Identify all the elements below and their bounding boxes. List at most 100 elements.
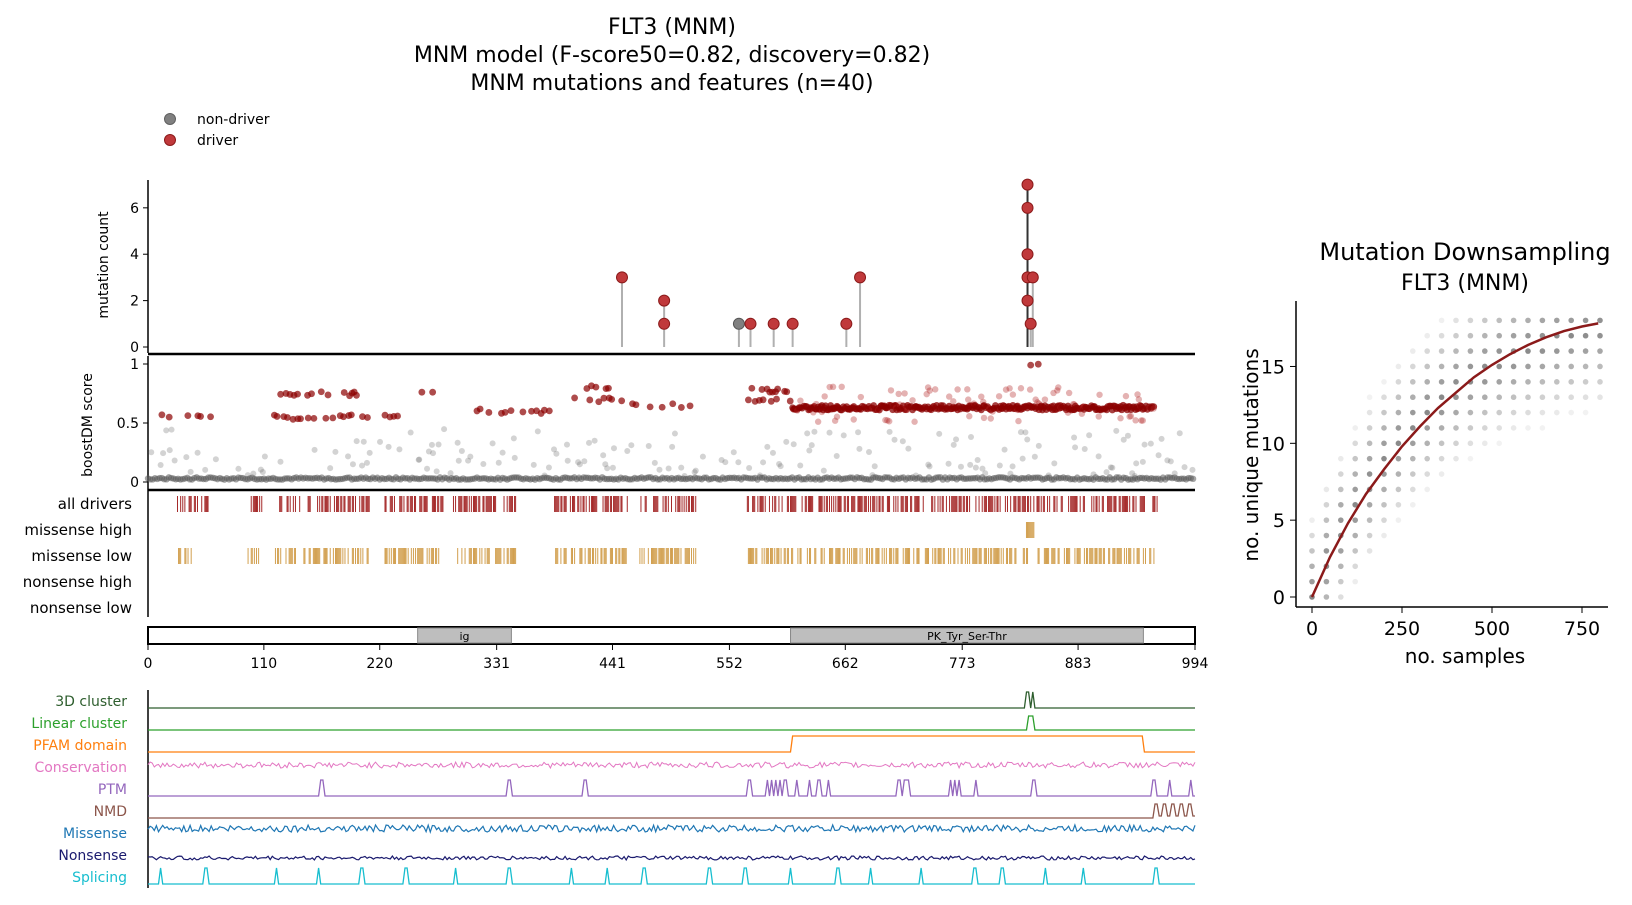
- downsampling-point: [1597, 379, 1603, 385]
- score-point: [936, 430, 943, 437]
- score-driver-point: [1122, 392, 1130, 400]
- downsampling-point: [1352, 563, 1358, 570]
- score-driver-point: [686, 402, 694, 410]
- downsampling-ylabel: no. unique mutations: [1239, 348, 1263, 561]
- score-point: [840, 432, 847, 439]
- y-tick-label: 6: [130, 201, 139, 217]
- lollipop-head: [1021, 178, 1034, 191]
- score-point: [332, 448, 339, 455]
- feature-line: [147, 823, 1196, 834]
- score-point: [160, 450, 167, 457]
- score-driver-point: [1135, 396, 1143, 403]
- x-tick-label: 220: [366, 656, 393, 672]
- score-point: [480, 461, 487, 468]
- downsampling-point: [1424, 394, 1430, 401]
- score-point: [183, 454, 190, 461]
- score-point: [148, 449, 155, 456]
- downsampling-point: [1424, 471, 1430, 477]
- downsampling-point: [1352, 425, 1358, 431]
- score-point: [776, 460, 783, 467]
- lollipop-head: [1024, 317, 1037, 330]
- score-point: [257, 466, 264, 473]
- score-point: [1019, 455, 1026, 462]
- x-tick-label: 994: [1182, 656, 1209, 672]
- feature-lines-panel: 3D cluster Linear cluster PFAM domain Conse…: [31, 690, 1196, 888]
- score-driver-point: [886, 418, 893, 425]
- downsampling-point: [1510, 363, 1517, 370]
- score-point: [1031, 453, 1038, 460]
- score-point: [1109, 464, 1116, 471]
- score-point: [416, 456, 423, 463]
- legend-nondriver-marker: [164, 113, 176, 125]
- score-point: [926, 463, 933, 470]
- score-point: [168, 426, 175, 433]
- downsampling-point: [1352, 486, 1358, 493]
- downsampling-point: [1453, 425, 1459, 431]
- downsampling-point: [1453, 317, 1459, 324]
- score-point: [202, 466, 209, 473]
- score-driver-point: [1065, 389, 1073, 397]
- score-point: [424, 465, 431, 472]
- downsampling-point: [1525, 348, 1531, 354]
- score-point: [811, 428, 818, 435]
- score-driver-point: [595, 398, 603, 406]
- x-tick-label: 773: [949, 656, 976, 672]
- score-driver-point: [322, 414, 330, 422]
- downsampling-point: [1582, 409, 1589, 416]
- downsampling-point: [1539, 425, 1546, 431]
- downsampling-point: [1424, 440, 1430, 447]
- lollipop-head: [1026, 271, 1039, 284]
- downsampling-point: [1525, 317, 1531, 324]
- score-point: [428, 441, 435, 448]
- score-driver-point: [1127, 412, 1135, 420]
- score-driver-point: [485, 409, 493, 416]
- downsampling-point: [1453, 332, 1459, 339]
- score-driver-point: [646, 403, 654, 411]
- score-point: [656, 466, 663, 473]
- score-point: [1189, 466, 1196, 473]
- downsampling-point: [1309, 578, 1315, 585]
- x-tick-label: 0: [1306, 618, 1318, 640]
- score-driver-point: [618, 397, 626, 405]
- score-point: [157, 462, 164, 469]
- downsampling-point: [1338, 548, 1344, 554]
- downsampling-point: [1597, 394, 1603, 401]
- score-driver-point: [1017, 385, 1025, 392]
- downsampling-point: [1467, 348, 1474, 354]
- score-driver-point: [284, 414, 291, 421]
- downsampling-point: [1582, 363, 1589, 370]
- downsampling-point: [1438, 409, 1445, 416]
- downsampling-point: [1338, 455, 1344, 462]
- score-point: [982, 470, 989, 477]
- downsampling-point: [1309, 563, 1315, 570]
- score-point: [967, 434, 974, 441]
- downsampling-point: [1352, 455, 1358, 462]
- lollipop-head: [732, 317, 745, 330]
- score-driver-point: [786, 397, 794, 405]
- score-driver-point: [829, 383, 837, 391]
- score-point: [510, 435, 517, 442]
- score-driver-point: [165, 413, 173, 421]
- downsampling-point: [1410, 486, 1416, 493]
- downsampling-point: [1309, 517, 1315, 523]
- x-tick-label: 110: [250, 656, 277, 672]
- downsampling-point: [1381, 455, 1387, 462]
- score-point: [1139, 458, 1146, 465]
- score-point: [511, 454, 518, 461]
- score-point: [1107, 464, 1114, 471]
- domain-box: [417, 627, 512, 644]
- score-point: [1189, 475, 1197, 483]
- track-label: nonsense low: [30, 599, 132, 617]
- score-point: [458, 447, 465, 454]
- chart-title-line-2: MNM model (F-score50=0.82, discovery=0.8…: [414, 43, 930, 68]
- x-tick-label: 552: [716, 656, 743, 672]
- downsampling-point: [1525, 332, 1531, 339]
- score-point: [665, 465, 672, 472]
- score-point: [171, 457, 178, 464]
- score-point: [166, 447, 173, 454]
- score-point: [1176, 430, 1183, 437]
- downsampling-point: [1323, 501, 1330, 508]
- x-tick-label: 250: [1384, 618, 1420, 640]
- downsampling-point: [1352, 471, 1358, 477]
- feature-line: [148, 735, 1195, 753]
